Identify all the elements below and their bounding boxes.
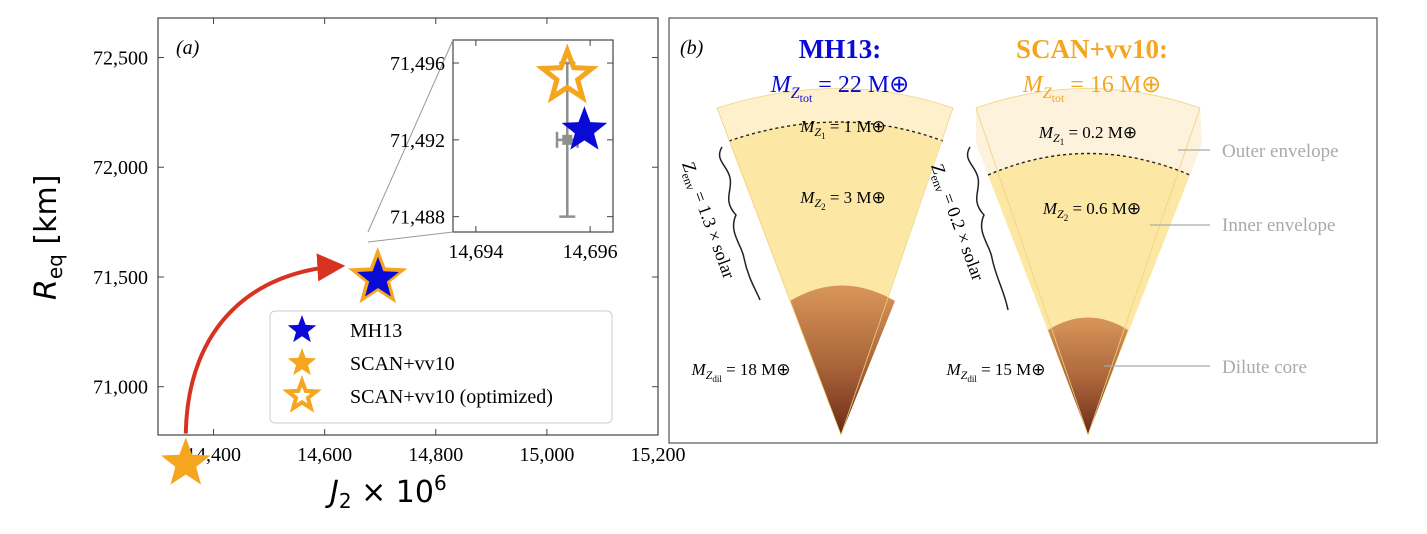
- x-tick-label: 15,200: [631, 444, 686, 466]
- panel-b-label: (b): [680, 37, 704, 59]
- inset-y-tick-label: 71,496: [390, 53, 445, 75]
- scan-core-mass: MZdil = 15 M⊕: [945, 360, 1045, 384]
- mh13-inner-mass: MZ2 = 3 M⊕: [799, 188, 886, 212]
- legend: MH13 SCAN+vv10 SCAN+vv10 (optimized): [282, 315, 553, 413]
- panel-b: (b) MH13: MZtot = 22 M⊕ SCAN+vv10: MZtot…: [668, 17, 1378, 444]
- dilute-core-label: Dilute core: [1222, 357, 1307, 378]
- scan-envelope-boundary: [987, 152, 1191, 176]
- y-axis-label: Req [km]: [29, 175, 67, 300]
- scan-total-mass: MZtot = 16 M⊕: [1022, 72, 1162, 105]
- inset-point-mh13: [561, 106, 608, 150]
- y-tick-label: 71,500: [93, 267, 148, 289]
- legend-label: SCAN+vv10: [350, 353, 455, 375]
- mh13-dilute-core: [790, 285, 895, 435]
- x-tick-label: 15,000: [519, 444, 574, 466]
- optimization-arrow: [183, 253, 346, 434]
- inset-y-tick-label: 71,488: [390, 207, 445, 229]
- inset-y-tick-label: 71,492: [390, 130, 445, 152]
- legend-label: SCAN+vv10 (optimized): [350, 386, 553, 408]
- panel-b-frame: [668, 17, 1378, 444]
- legend-marker-star-filled-blue: [287, 315, 317, 343]
- scan-title: SCAN+vv10:: [1016, 34, 1168, 64]
- scan-inner-envelope: [988, 152, 1190, 435]
- mh13-envelope-brace: [718, 146, 761, 301]
- main-data-marks: [161, 246, 408, 485]
- mh13-inner-envelope: [729, 121, 941, 435]
- legend-label: MH13: [350, 320, 402, 342]
- x-tick-label: 14,600: [297, 444, 352, 466]
- inner-envelope-label: Inner envelope: [1222, 215, 1335, 236]
- y-tick-label: 72,000: [93, 157, 148, 179]
- x-tick-label: 14,800: [408, 444, 463, 466]
- inset-x-tick-label: 14,694: [448, 241, 503, 263]
- inset-connector-top: [367, 39, 454, 233]
- scan-dilute-core: [1048, 317, 1128, 435]
- y-tick-label: 72,500: [93, 48, 148, 70]
- mh13-core-mass: MZdil = 18 M⊕: [690, 360, 790, 384]
- legend-marker-star-open-orange: [282, 375, 322, 413]
- mh13-total-mass: MZtot = 22 M⊕: [770, 72, 910, 105]
- scan-outer-mass: MZ1 = 0.2 M⊕: [1038, 123, 1137, 147]
- inset-connector-bottom: [367, 231, 454, 243]
- scan-envelope-brace: [966, 146, 1009, 311]
- inset-x-tick-label: 14,696: [563, 241, 618, 263]
- inset-point-scan-vv10-optimized: [535, 43, 599, 104]
- y-tick-label: 71,000: [93, 377, 148, 399]
- panel-a-label: (a): [176, 37, 200, 59]
- scan-wedge: [975, 88, 1202, 437]
- inset-axis-ticks: 14,694 14,696 71,488 71,492 71,496: [390, 40, 618, 263]
- mh13-outer-envelope: [717, 88, 953, 141]
- mh13-title: MH13:: [799, 34, 881, 64]
- outer-envelope-label: Outer envelope: [1222, 141, 1339, 162]
- observed-point: [562, 134, 573, 145]
- legend-marker-star-filled-orange: [287, 348, 317, 376]
- point-scan-vv10: [161, 437, 211, 485]
- inset-data-marks: [535, 43, 608, 218]
- point-scan-vv10-optimized: [348, 246, 408, 304]
- panel-a: (a) 14,400 14,600 14,800 15,000 15,20071,000…: [29, 17, 686, 513]
- mh13-outer-mass: MZ1 = 1 M⊕: [799, 117, 886, 141]
- scan-inner-mass: MZ2 = 0.6 M⊕: [1042, 199, 1141, 223]
- mh13-wedge: [716, 88, 954, 437]
- point-mh13: [357, 256, 399, 297]
- legend-box: [269, 310, 613, 424]
- x-axis-label: J2 × 106: [325, 471, 447, 513]
- main-axes-frame: [157, 17, 659, 436]
